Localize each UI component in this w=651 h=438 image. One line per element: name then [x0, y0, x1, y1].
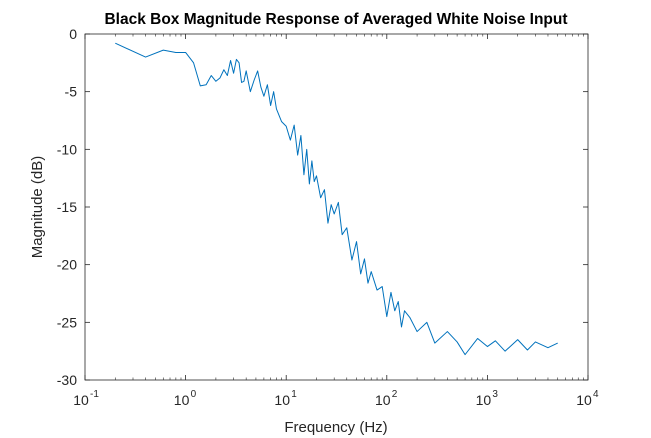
x-tick-exponent: -1 [90, 389, 99, 400]
x-tick-exponent: 2 [392, 389, 398, 400]
x-tick-label: 10 [375, 392, 391, 408]
x-tick-exponent: 4 [593, 389, 599, 400]
x-tick-exponent: 3 [492, 389, 498, 400]
chart-title: Black Box Magnitude Response of Averaged… [104, 11, 567, 28]
y-tick-label: -10 [57, 141, 77, 157]
plot-area [115, 42, 558, 356]
y-tick-label: -30 [57, 372, 77, 388]
x-tick-label: 10 [576, 392, 592, 408]
axes [84, 33, 589, 381]
y-tick-label: -25 [57, 314, 77, 330]
series-line-0 [115, 42, 558, 356]
x-tick-exponent: 0 [191, 389, 197, 400]
x-tick-exponent: 1 [291, 389, 297, 400]
y-tick-label: 0 [69, 26, 77, 42]
x-axis-label: Frequency (Hz) [284, 419, 387, 436]
tick-labels: 10 -1 10 0 10 1 10 2 10 3 10 40-5-10-15-20-25-30 [57, 26, 599, 408]
y-axis-label: Magnitude (dB) [29, 156, 46, 259]
y-tick-label: -15 [57, 199, 77, 215]
x-tick-label: 10 [274, 392, 290, 408]
y-tick-label: -5 [65, 84, 78, 100]
x-tick-label: 10 [174, 392, 190, 408]
x-tick-label: 10 [476, 392, 492, 408]
y-tick-label: -20 [57, 257, 77, 273]
x-tick-label: 10 [73, 392, 89, 408]
